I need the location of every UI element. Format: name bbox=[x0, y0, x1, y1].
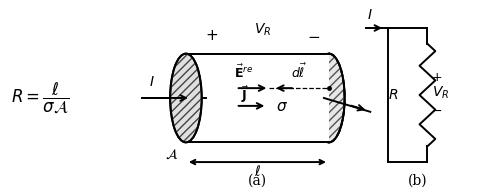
Text: $I$: $I$ bbox=[148, 75, 154, 89]
Text: $I$: $I$ bbox=[368, 8, 373, 22]
Text: $-$: $-$ bbox=[307, 28, 320, 43]
Ellipse shape bbox=[313, 54, 344, 142]
Text: $\ell$: $\ell$ bbox=[254, 164, 261, 179]
Text: $\vec{\mathbf{E}}^{re}$: $\vec{\mathbf{E}}^{re}$ bbox=[234, 64, 253, 81]
Text: $\sigma$: $\sigma$ bbox=[276, 100, 287, 114]
Text: $-$: $-$ bbox=[432, 104, 442, 117]
Text: $V_R$: $V_R$ bbox=[254, 21, 271, 38]
Text: $+$: $+$ bbox=[204, 28, 218, 43]
Text: $d\vec{\ell}$: $d\vec{\ell}$ bbox=[291, 63, 306, 81]
Text: $R$: $R$ bbox=[388, 88, 398, 102]
Text: (a): (a) bbox=[248, 174, 267, 188]
Text: $+$: $+$ bbox=[432, 71, 442, 84]
Text: $V_R$: $V_R$ bbox=[432, 85, 450, 101]
Text: $\mathcal{A}$: $\mathcal{A}$ bbox=[164, 148, 178, 162]
Text: (b): (b) bbox=[408, 174, 428, 188]
Ellipse shape bbox=[170, 54, 202, 142]
Polygon shape bbox=[186, 54, 329, 142]
Polygon shape bbox=[186, 54, 329, 142]
Text: $\vec{\mathbf{J}}$: $\vec{\mathbf{J}}$ bbox=[242, 85, 250, 105]
Text: $R = \dfrac{\ell}{\sigma\mathcal{A}}$: $R = \dfrac{\ell}{\sigma\mathcal{A}}$ bbox=[12, 81, 70, 115]
